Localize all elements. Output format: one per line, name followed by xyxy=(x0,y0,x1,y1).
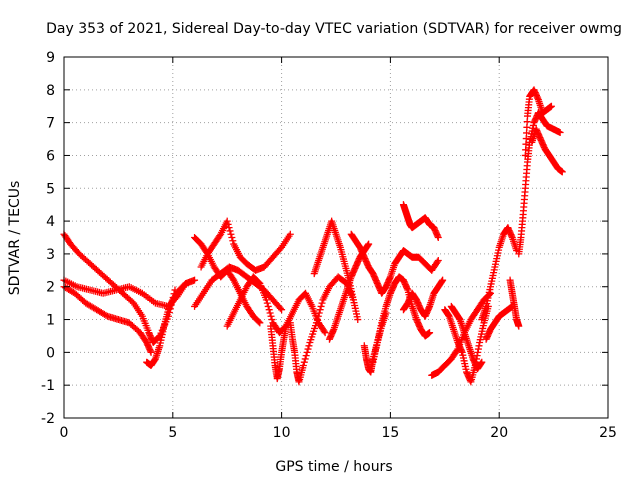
series-track-j xyxy=(286,273,357,386)
data-point xyxy=(224,220,232,228)
y-tick-label: 2 xyxy=(46,280,55,296)
data-point xyxy=(300,358,308,366)
data-point xyxy=(316,306,324,314)
series-track-i xyxy=(267,322,290,383)
y-tick-label: 4 xyxy=(46,214,55,230)
data-point xyxy=(276,304,284,312)
y-tick-label: 3 xyxy=(46,247,55,263)
data-point xyxy=(255,318,263,326)
data-point xyxy=(314,312,322,320)
data-point xyxy=(320,327,328,335)
data-point xyxy=(365,240,373,248)
data-point xyxy=(426,329,434,337)
y-axis-label: SDTVAR / TECUs xyxy=(7,181,23,296)
plot-frame xyxy=(63,56,609,419)
y-tick-label: 6 xyxy=(46,148,55,164)
data-point xyxy=(547,102,555,110)
data-point xyxy=(181,280,189,288)
data-point xyxy=(266,309,274,317)
data-point xyxy=(303,348,311,356)
y-tick-label: -1 xyxy=(41,378,55,394)
data-point xyxy=(478,358,486,366)
data-point xyxy=(191,276,199,284)
y-tick-label: 7 xyxy=(46,116,55,132)
data-point xyxy=(317,302,325,310)
series-track-k xyxy=(310,217,362,324)
tick-labels: 0 5 10 15 20 25 -2 -1 0 1 2 3 4 5 6 7 8 9 xyxy=(41,50,617,441)
data-point xyxy=(354,316,362,324)
y-tick-label: -2 xyxy=(41,411,55,427)
x-tick-label: 20 xyxy=(490,425,508,441)
axis-ticks xyxy=(63,56,609,419)
data-point xyxy=(312,319,320,327)
series-track-q xyxy=(399,276,447,320)
series-track-b xyxy=(60,283,155,356)
y-tick-label: 0 xyxy=(46,345,55,361)
data-point xyxy=(102,311,110,319)
x-tick-label: 5 xyxy=(168,425,177,441)
chart-title: Day 353 of 2021, Sidereal Day-to-day VTE… xyxy=(46,21,622,37)
data-point xyxy=(434,234,442,241)
x-axis-label: GPS time / hours xyxy=(275,459,392,475)
data-point xyxy=(313,316,321,324)
data-point xyxy=(147,348,155,356)
data-point xyxy=(265,306,273,314)
x-tick-label: 25 xyxy=(599,425,617,441)
data-point xyxy=(318,299,326,307)
data-point xyxy=(229,237,237,245)
data-point xyxy=(263,299,271,307)
x-tick-label: 15 xyxy=(381,425,399,441)
series-track-x xyxy=(515,109,564,258)
data-point xyxy=(228,234,236,241)
series-track-p xyxy=(399,201,442,241)
series-track-f xyxy=(197,217,294,274)
y-tick-label: 8 xyxy=(46,83,55,99)
series-track-z xyxy=(528,125,566,176)
data-point xyxy=(301,355,309,363)
y-tick-label: 9 xyxy=(46,50,55,66)
series-track-d xyxy=(143,279,190,369)
data-point xyxy=(282,322,290,330)
y-tick-label: 1 xyxy=(46,313,55,329)
x-tick-label: 10 xyxy=(273,425,291,441)
data-point xyxy=(268,316,276,324)
series-track-m xyxy=(347,230,442,297)
data-point xyxy=(267,312,275,320)
data-point xyxy=(299,361,307,369)
data-points xyxy=(60,86,566,386)
data-point xyxy=(433,258,441,266)
data-point xyxy=(225,224,233,232)
data-point xyxy=(515,322,523,330)
data-point xyxy=(558,168,566,176)
series-track-y xyxy=(521,86,555,159)
y-tick-label: 5 xyxy=(46,181,55,197)
data-point xyxy=(182,279,190,287)
data-point xyxy=(304,345,312,353)
data-point xyxy=(227,230,235,238)
data-point xyxy=(321,329,329,337)
data-point xyxy=(305,342,313,350)
data-point xyxy=(256,319,264,327)
series-track-t xyxy=(447,302,486,373)
data-point xyxy=(286,230,294,238)
data-point xyxy=(556,128,564,136)
series-track-v xyxy=(482,302,516,343)
data-point xyxy=(223,217,231,225)
series-track-w xyxy=(506,276,523,330)
data-point xyxy=(264,302,272,310)
data-point xyxy=(302,352,310,360)
data-point xyxy=(262,296,270,304)
data-point xyxy=(226,227,234,235)
data-point xyxy=(434,256,442,264)
x-tick-label: 0 xyxy=(60,425,69,441)
series-track-u xyxy=(478,224,521,324)
data-point xyxy=(315,309,323,317)
data-point xyxy=(439,276,447,284)
series-track-r xyxy=(428,289,494,379)
data-point xyxy=(278,306,286,314)
